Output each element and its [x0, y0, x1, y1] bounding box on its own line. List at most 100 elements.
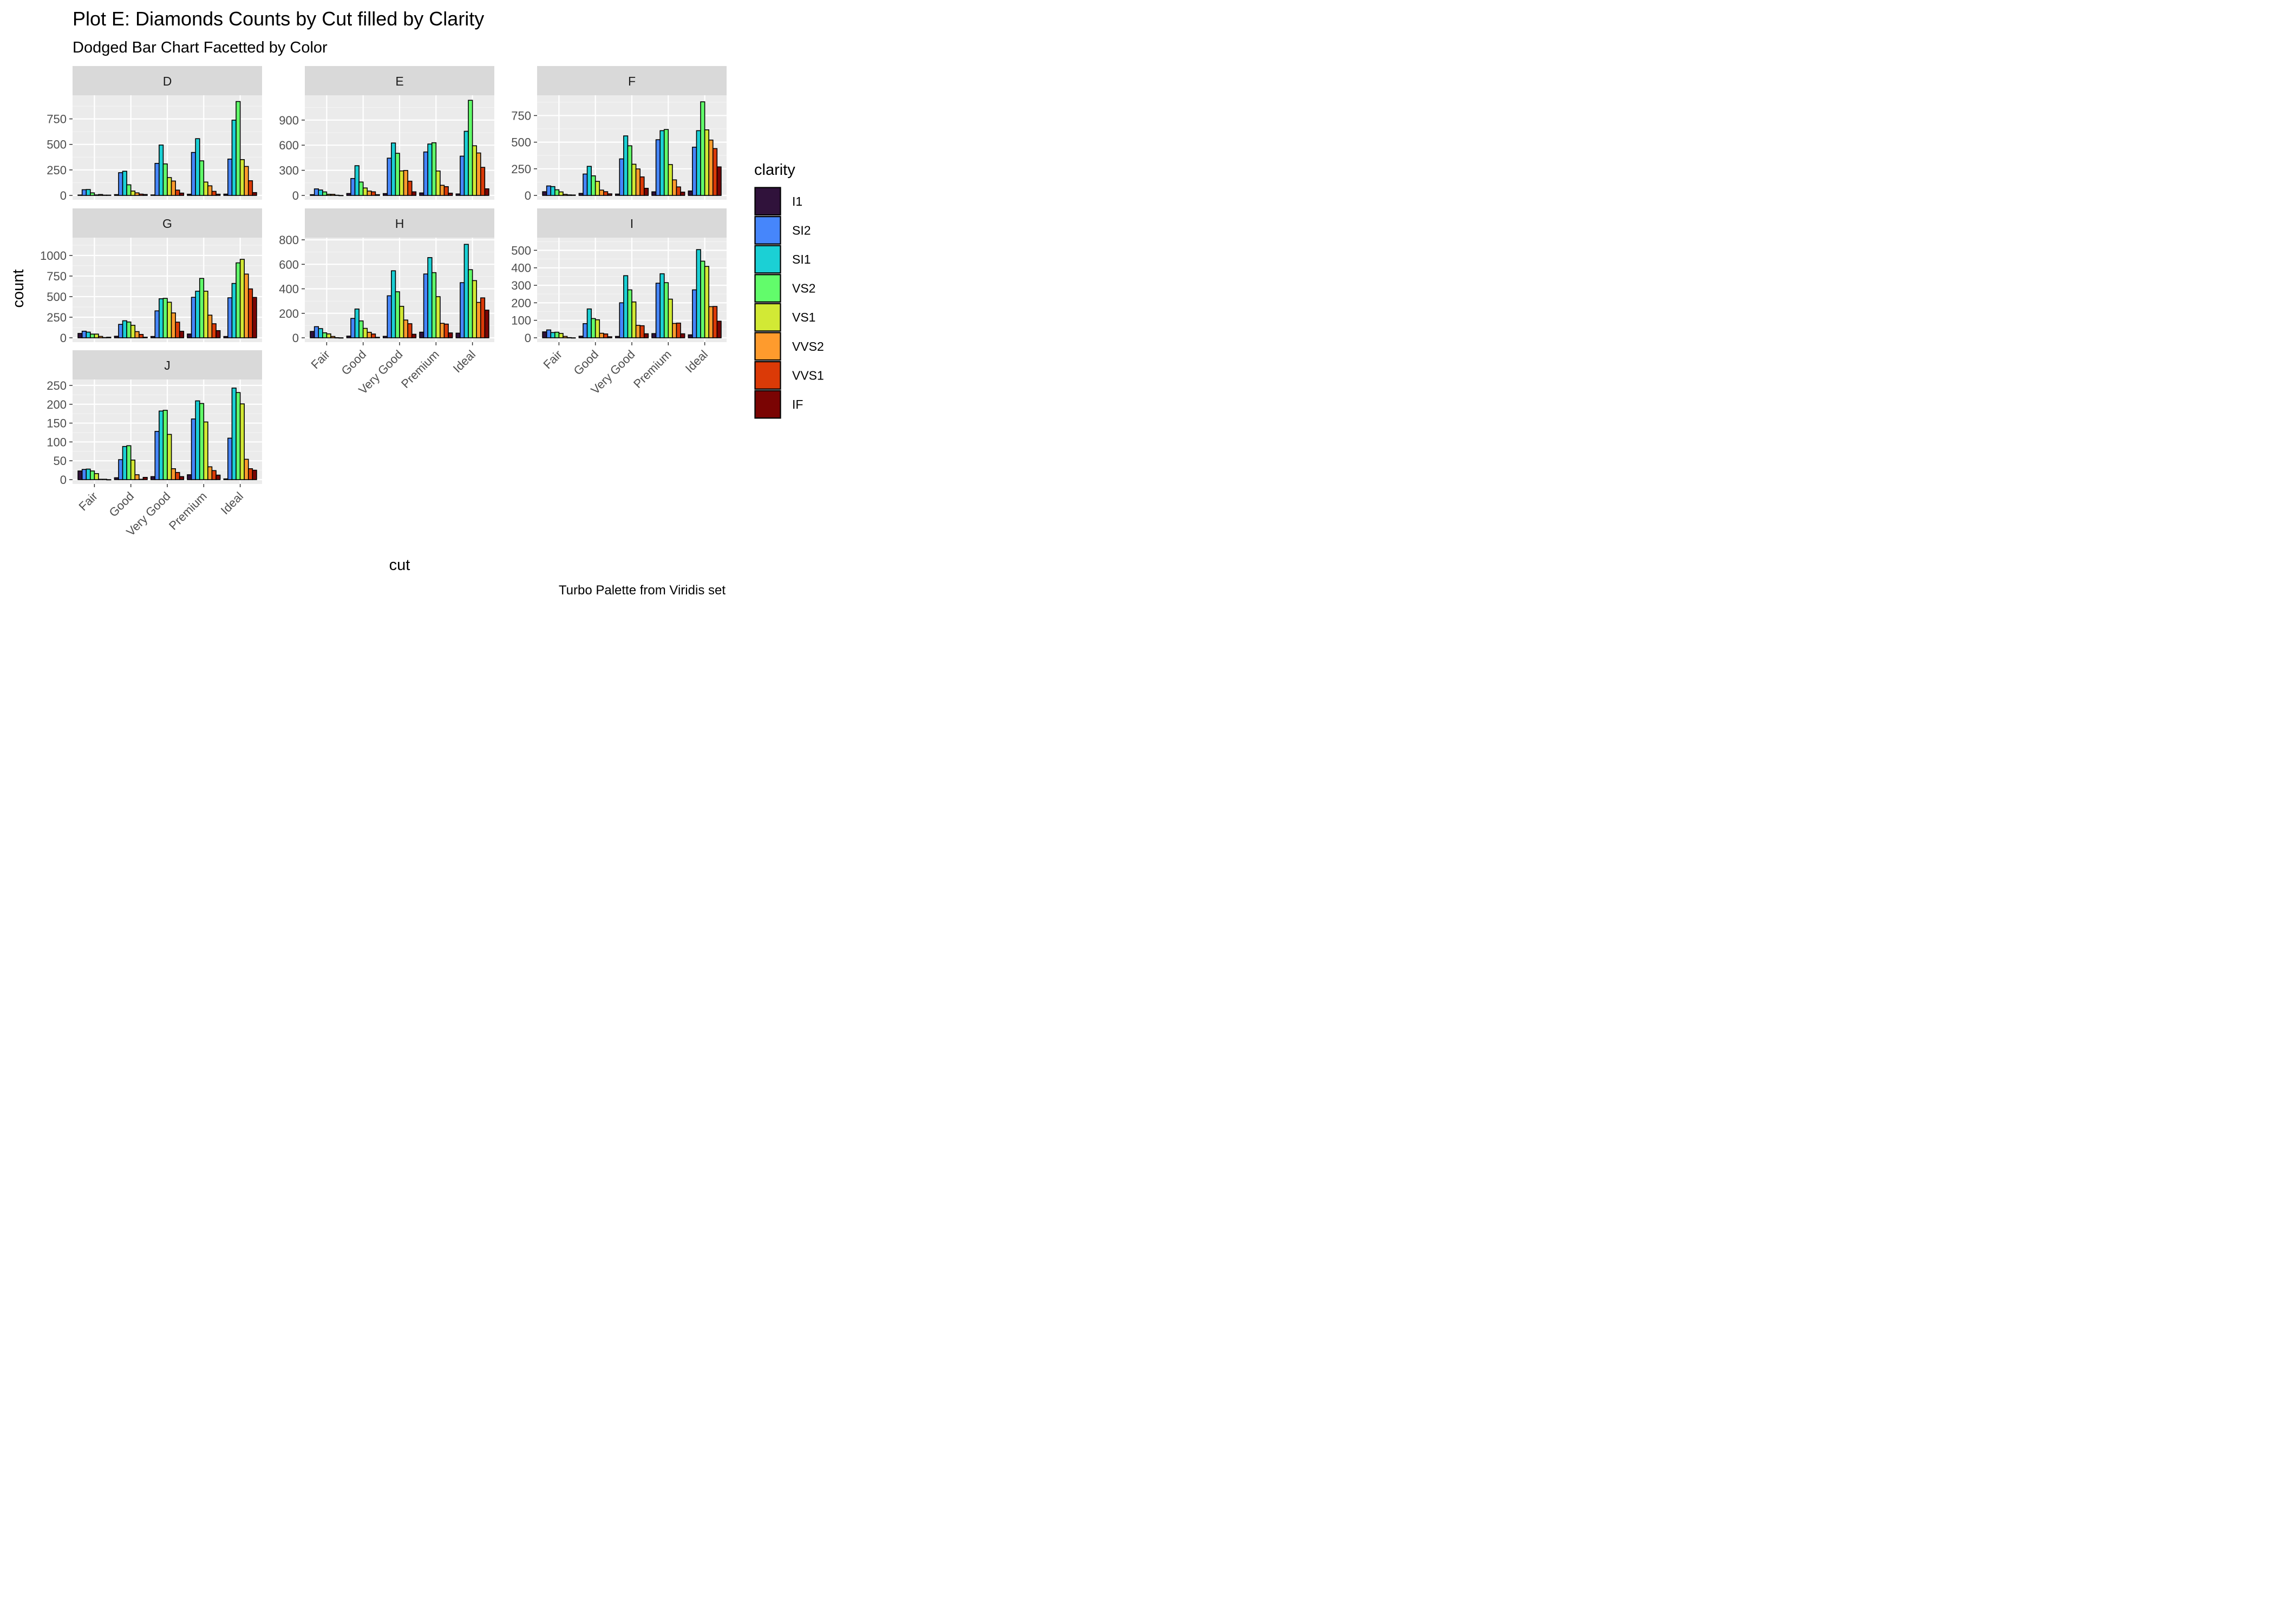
bar-e-ideal-si1 [463, 130, 469, 196]
facet-g-y-tick-label: 1000 [40, 249, 67, 263]
bar-d-very-good-vs2 [162, 163, 168, 196]
x-tick-label-fair: Fair [76, 489, 100, 513]
bar-g-good-vvs1 [139, 333, 144, 338]
legend-label-vvs1: VVS1 [792, 368, 824, 382]
bar-d-very-good-si2 [154, 162, 160, 196]
x-tick-label-ideal: Ideal [450, 348, 478, 375]
x-tick-label-ideal: Ideal [218, 489, 246, 517]
bar-e-fair-vs2 [322, 191, 328, 196]
bar-i-fair-vvs2 [563, 336, 568, 338]
bar-h-good-vs2 [358, 320, 364, 338]
bar-f-fair-si1 [550, 186, 556, 196]
bar-e-good-si2 [350, 178, 356, 196]
bar-g-very-good-si2 [154, 310, 160, 338]
bar-e-good-vs2 [358, 181, 364, 196]
bar-h-premium-if [448, 332, 453, 338]
bar-f-fair-vs2 [554, 189, 560, 196]
facet-d-strip-label: D [163, 74, 172, 88]
bar-i-premium-i1 [651, 333, 657, 338]
facet-j-y-tick-label: 150 [47, 417, 67, 430]
bar-i-very-good-vs1 [631, 301, 637, 338]
bar-f-ideal-vvs1 [712, 148, 718, 196]
bar-f-fair-vs1 [558, 191, 564, 196]
bar-h-good-i1 [346, 336, 351, 338]
bar-g-fair-i1 [77, 333, 83, 338]
bar-f-good-if [607, 193, 612, 196]
facet-h-strip-label: H [395, 217, 404, 231]
facet-i-y-tick-label: 0 [525, 331, 531, 345]
bar-d-premium-vvs1 [211, 191, 217, 196]
bar-h-ideal-vvs1 [480, 297, 486, 338]
x-tick-label-premium: Premium [631, 348, 674, 391]
facet-j-y-tick-label: 50 [54, 454, 67, 468]
bar-h-very-good-vs2 [395, 291, 400, 338]
bar-e-good-vs1 [362, 187, 368, 196]
bar-i-very-good-si1 [623, 275, 629, 338]
bar-e-premium-si2 [423, 151, 428, 196]
facet-e-strip [305, 66, 494, 95]
bar-i-premium-vs2 [663, 282, 669, 338]
bar-e-premium-if [448, 193, 453, 196]
bar-g-ideal-if [252, 297, 257, 338]
bar-j-fair-si2 [81, 469, 87, 480]
legend-swatch-if [754, 390, 781, 419]
bar-f-premium-i1 [651, 191, 657, 196]
legend-label-si1: SI1 [792, 252, 811, 266]
bar-i-good-vs1 [594, 319, 600, 338]
bar-e-very-good-vs1 [399, 170, 404, 196]
bar-d-premium-if [215, 193, 221, 196]
bar-d-very-good-if [179, 192, 185, 196]
bar-i-ideal-if [716, 320, 722, 338]
bar-g-premium-si2 [191, 297, 196, 338]
legend-label-vs1: VS1 [792, 310, 815, 324]
facet-d: D 0 250 500 750 [47, 66, 262, 202]
facet-h-y-tick-label: 400 [279, 283, 299, 296]
bar-e-premium-vvs1 [443, 186, 449, 196]
bar-j-premium-i1 [187, 474, 192, 480]
facet-e-y-tick-label: 300 [279, 164, 299, 178]
bar-d-ideal-vs1 [239, 159, 245, 196]
bar-d-good-if [142, 194, 148, 196]
bar-i-good-vvs2 [599, 332, 604, 338]
bar-f-premium-si2 [655, 139, 661, 196]
bar-g-fair-if [106, 337, 112, 338]
bar-e-very-good-vvs1 [407, 180, 413, 196]
bar-h-ideal-vvs2 [476, 302, 481, 338]
facet-panels: D0250500750E0300600900F0250500750G025050… [40, 66, 727, 539]
bar-d-very-good-vvs1 [175, 189, 180, 196]
bar-j-very-good-vvs2 [171, 468, 176, 480]
bar-h-premium-vs2 [431, 272, 437, 338]
bar-j-ideal-vs2 [236, 392, 241, 480]
bar-h-very-good-vvs1 [407, 323, 413, 338]
bar-j-good-vvs2 [134, 474, 140, 480]
bar-j-good-vs2 [126, 445, 132, 480]
bar-g-good-si1 [122, 320, 127, 338]
bar-i-very-good-if [643, 333, 649, 338]
bar-d-very-good-si1 [159, 145, 164, 196]
bar-f-ideal-i1 [688, 190, 693, 196]
bar-j-fair-vvs1 [102, 479, 107, 480]
bar-j-premium-vs2 [199, 403, 205, 480]
bar-h-good-vvs1 [371, 333, 376, 338]
bar-h-very-good-vs1 [399, 306, 404, 338]
bar-e-ideal-if [484, 188, 489, 196]
bar-i-fair-si2 [546, 329, 552, 338]
bar-f-ideal-vs2 [700, 101, 705, 196]
bar-i-ideal-si1 [696, 249, 701, 338]
bar-g-ideal-i1 [223, 336, 228, 338]
facet-d-strip [73, 66, 262, 95]
bar-g-premium-si1 [195, 291, 200, 338]
bar-g-very-good-vs2 [162, 298, 168, 338]
bar-g-good-if [142, 337, 148, 338]
bar-i-ideal-vvs1 [712, 306, 718, 338]
bar-g-very-good-i1 [150, 336, 156, 338]
bar-j-good-vvs1 [139, 479, 144, 480]
bar-h-very-good-si2 [387, 295, 392, 338]
bar-f-fair-vvs2 [563, 194, 568, 196]
bar-e-fair-si1 [318, 189, 323, 196]
bar-g-ideal-si1 [231, 283, 237, 338]
bar-f-good-vvs1 [603, 191, 609, 196]
bar-j-very-good-si1 [159, 410, 164, 480]
facet-i-strip-label: I [630, 217, 633, 231]
